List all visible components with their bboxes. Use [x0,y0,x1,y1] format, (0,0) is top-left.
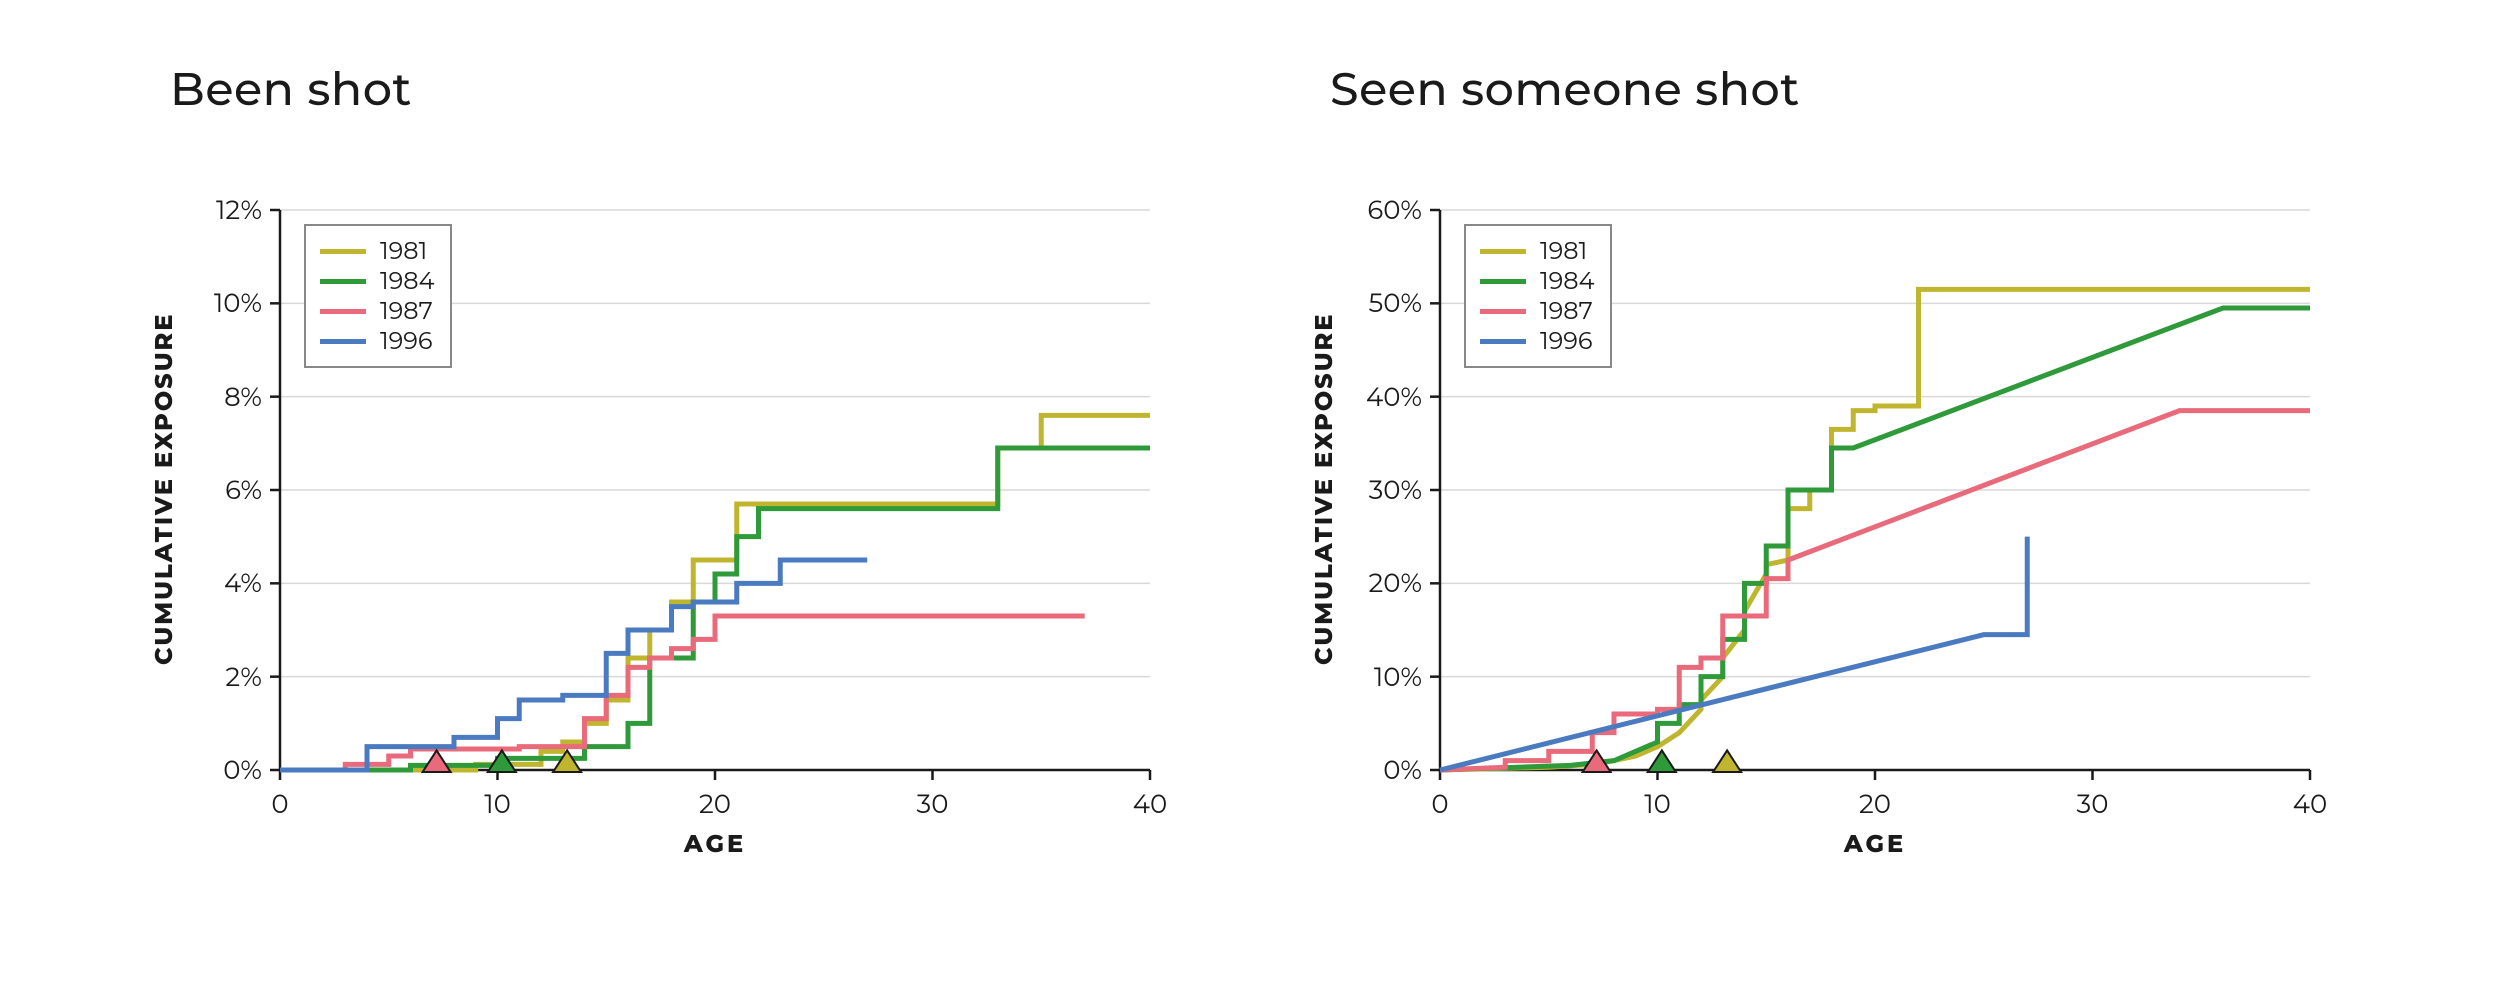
y-tick-label: 0% [1350,754,1422,786]
x-tick-label: 20 [685,788,745,820]
y-tick-label: 8% [190,381,262,413]
legend-swatch [320,249,366,254]
axis-marker [423,750,451,772]
y-tick-label: 20% [1350,567,1422,599]
legend-swatch [1480,309,1526,314]
legend-item: 1987 [1480,296,1594,326]
series-line-1996 [1440,537,2027,770]
legend-swatch [320,279,366,284]
axis-marker [488,750,516,772]
legend-item: 1987 [320,296,434,326]
series-line-1984 [1440,308,2310,770]
chart-canvas: Been shot 0% 2% 4% 6% 8% 10% 12% 0 10 20 30 40 CUMULA… [0,0,2500,1000]
legend-label: 1996 [380,327,433,356]
legend-label: 1981 [1540,237,1587,266]
x-tick-label: 30 [903,788,963,820]
legend-item: 1984 [320,266,434,296]
x-tick-label: 20 [1845,788,1905,820]
legend-item: 1981 [1480,236,1594,266]
legend-label: 1981 [380,237,427,266]
series-line-1987 [1440,411,2310,770]
legend-item: 1996 [1480,326,1594,356]
legend-label: 1996 [1540,327,1593,356]
legend-swatch [1480,339,1526,344]
y-tick-label: 6% [190,474,262,506]
axis-marker [1648,750,1676,772]
y-tick-label: 2% [190,661,262,693]
legend-item: 1981 [320,236,434,266]
legend-swatch [1480,279,1526,284]
y-tick-label: 30% [1350,474,1422,506]
legend-swatch [1480,249,1526,254]
series-line-1996 [280,560,867,770]
x-tick-label: 0 [1410,788,1470,820]
legend-label: 1987 [1540,297,1593,326]
x-tick-label: 30 [2063,788,2123,820]
x-axis-label: AGE [665,830,765,859]
y-tick-label: 50% [1350,287,1422,319]
legend-item: 1996 [320,326,434,356]
x-tick-label: 40 [2280,788,2340,820]
y-tick-label: 0% [190,754,262,786]
panel-title: Seen someone shot [1330,60,1800,117]
x-tick-label: 10 [1628,788,1688,820]
legend-label: 1984 [380,267,434,296]
axis-marker [1713,750,1741,772]
y-tick-label: 12% [190,194,262,226]
y-tick-label: 4% [190,567,262,599]
legend: 1981198419871996 [304,224,452,368]
x-tick-label: 10 [468,788,528,820]
legend-swatch [320,339,366,344]
legend-swatch [320,309,366,314]
y-tick-label: 10% [1350,661,1422,693]
y-tick-label: 60% [1350,194,1422,226]
x-axis-label: AGE [1825,830,1925,859]
x-tick-label: 40 [1120,788,1180,820]
y-tick-label: 40% [1350,381,1422,413]
legend-label: 1984 [1540,267,1594,296]
legend-item: 1984 [1480,266,1594,296]
series-line-1984 [280,448,1150,770]
panel-title: Been shot [170,60,412,117]
y-axis-label: CUMULATIVE EXPOSURE [1310,313,1339,665]
legend-label: 1987 [380,297,433,326]
y-tick-label: 10% [190,287,262,319]
x-tick-label: 0 [250,788,310,820]
legend: 1981198419871996 [1464,224,1612,368]
y-axis-label: CUMULATIVE EXPOSURE [150,313,179,665]
